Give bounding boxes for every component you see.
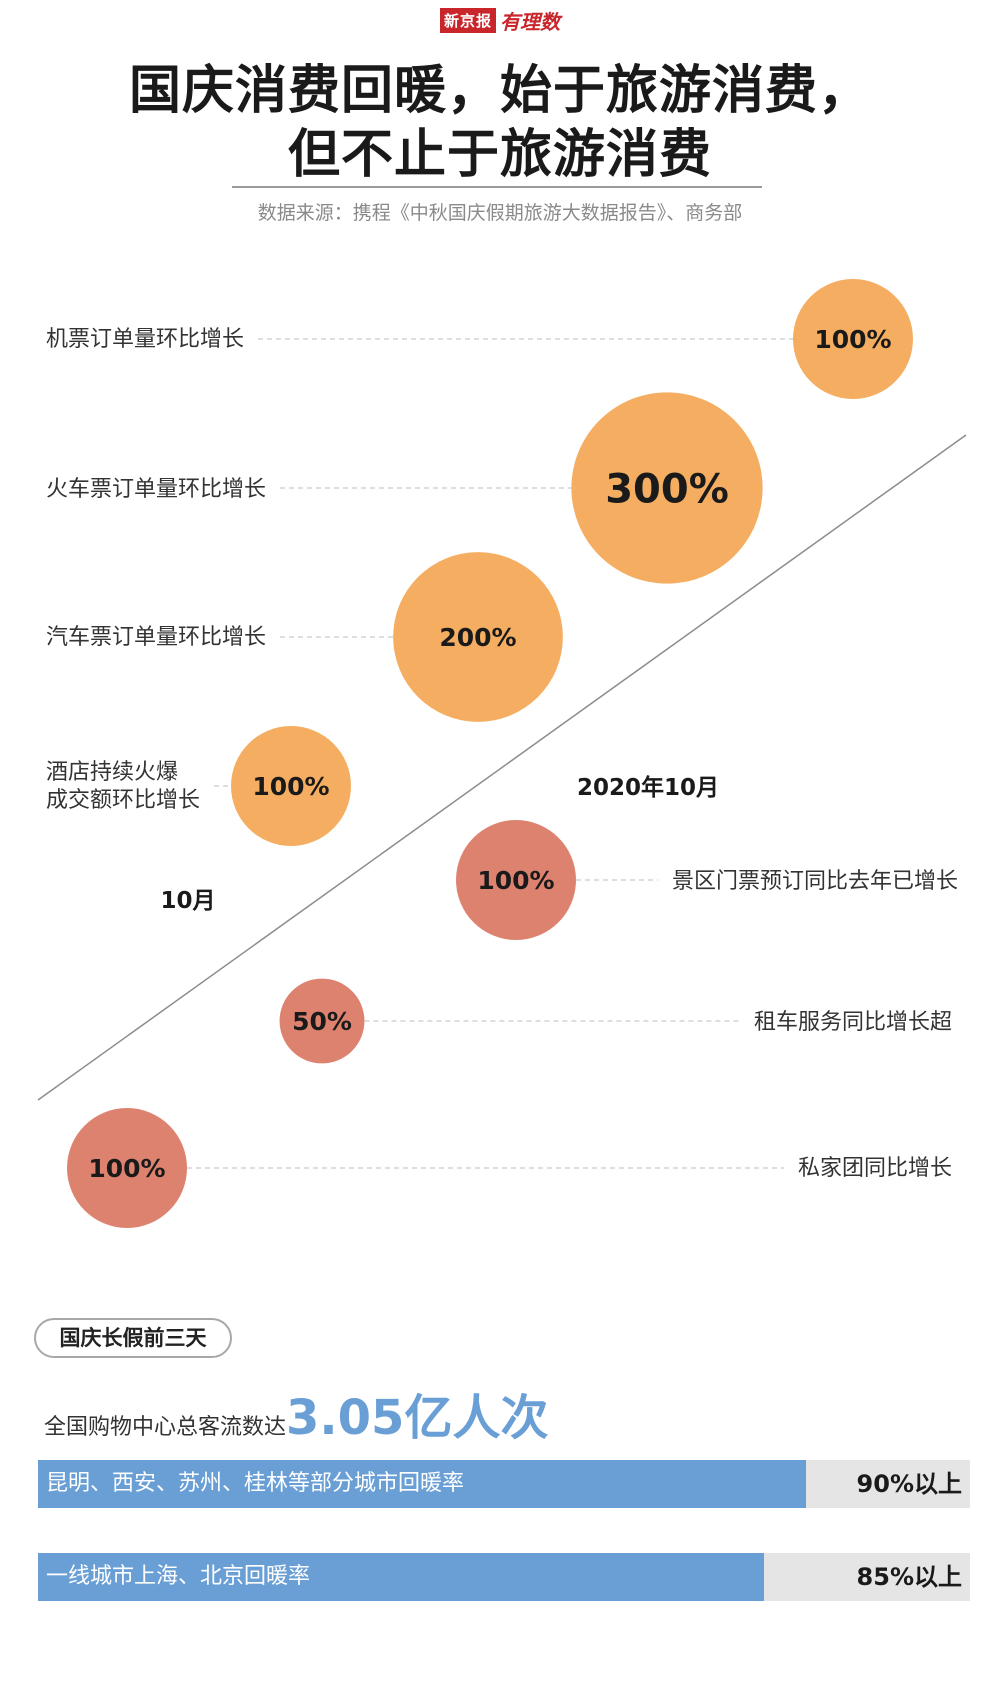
- mall-traffic-line: 全国购物中心总客流数达3.05亿人次: [44, 1378, 548, 1448]
- recovery-bar-1-value: 90%以上: [856, 1470, 962, 1498]
- division-label-lower: 10月: [160, 888, 215, 914]
- bubble-value-1-2: 100%: [88, 1154, 165, 1183]
- bubble-1-2: [67, 1108, 187, 1228]
- division-label-upper: 2020年10月: [577, 774, 719, 801]
- recovery-bar-1-fill: [38, 1460, 807, 1508]
- recovery-bar-1: 昆明、西安、苏州、桂林等部分城市回暖率 90%以上: [38, 1460, 970, 1508]
- logo-brand-name: 有理数: [500, 10, 560, 34]
- diagonal-divider: [37, 434, 967, 1101]
- recovery-bar-2-value: 85%以上: [856, 1563, 962, 1591]
- recovery-bar-2: 一线城市上海、北京回暖率 85%以上: [38, 1553, 970, 1601]
- bubble-1-0: [456, 820, 576, 940]
- recovery-bar-2-label: 一线城市上海、北京回暖率: [46, 1564, 311, 1589]
- bubble-value-0-1: 300%: [605, 466, 729, 512]
- recovery-bar-2-fill: [38, 1553, 764, 1601]
- title-divider: [232, 186, 762, 188]
- bubble-0-3: [231, 726, 351, 846]
- bubble-value-1-1: 50%: [292, 1007, 352, 1036]
- mall-traffic-label: 全国购物中心总客流数达: [44, 1415, 287, 1440]
- bubble-0-1: [571, 392, 763, 584]
- category-label-0-3-line-0: 酒店持续火爆: [46, 760, 178, 785]
- pre-holiday-tag: 国庆长假前三天: [34, 1318, 232, 1358]
- bubble-value-1-0: 100%: [477, 866, 554, 895]
- bubble-1-1: [279, 978, 365, 1064]
- bubble-0-0: [793, 279, 913, 399]
- mall-traffic-value: 3.05亿人次: [286, 1390, 549, 1446]
- category-label-0-1: 火车票订单量环比增长: [46, 477, 266, 502]
- bubble-value-0-0: 100%: [814, 325, 891, 354]
- recovery-bar-1-label: 昆明、西安、苏州、桂林等部分城市回暖率: [46, 1471, 465, 1496]
- category-label-1-1: 租车服务同比增长超: [754, 1010, 952, 1035]
- logo-paper-name: 新京报: [439, 8, 496, 33]
- category-label-0-2: 汽车票订单量环比增长: [46, 625, 266, 650]
- category-label-1-2: 私家团同比增长: [798, 1156, 952, 1181]
- brand-logo: 新京报 有理数: [0, 6, 1000, 35]
- category-label-0-3-line-1: 成交额环比增长: [46, 788, 200, 813]
- category-label-1-0: 景区门票预订同比去年已增长: [672, 869, 958, 894]
- bubble-value-0-2: 200%: [439, 623, 516, 652]
- bubble-0-2: [393, 552, 563, 722]
- page-title-line-1: 国庆消费回暖，始于旅游消费，: [128, 61, 871, 121]
- category-label-0-0: 机票订单量环比增长: [46, 327, 244, 352]
- bubble-value-0-3: 100%: [252, 772, 329, 801]
- data-source-note: 数据来源：携程《中秋国庆假期旅游大数据报告》、商务部: [257, 202, 743, 224]
- bubble-chart: 100% 机票订单量环比增长 300% 火车票订单量环比增长 200% 汽车票订单量环比增…: [37, 279, 967, 1228]
- page-title-line-2: 但不止于旅游消费: [287, 125, 712, 185]
